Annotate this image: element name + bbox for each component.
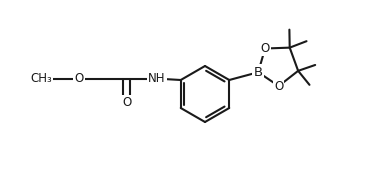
Text: O: O bbox=[122, 96, 131, 109]
Text: B: B bbox=[254, 66, 263, 79]
Text: O: O bbox=[74, 73, 83, 86]
Text: CH₃: CH₃ bbox=[30, 73, 52, 86]
Text: O: O bbox=[274, 80, 283, 93]
Text: O: O bbox=[260, 42, 270, 55]
Text: NH: NH bbox=[148, 73, 166, 86]
